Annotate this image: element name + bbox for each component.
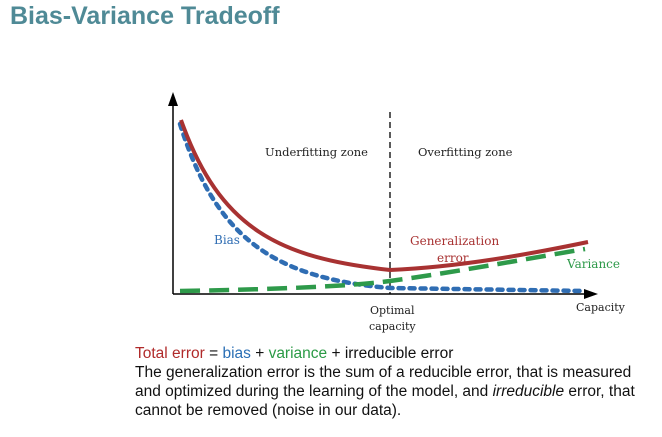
overfitting-zone-label: Overfitting zone	[418, 145, 513, 159]
optimal-label-line2: capacity	[369, 320, 416, 333]
variance-curve	[179, 246, 586, 294]
irreducible-word: irreducible	[492, 383, 565, 400]
variance-label: Variance	[566, 257, 620, 271]
slide-title: Bias-Variance Tradeoff	[10, 2, 280, 30]
formula-plus: +	[250, 345, 269, 362]
formula-eq: =	[204, 345, 223, 362]
explanation-end: error, that cannot be removed (noise in …	[135, 383, 635, 419]
underfitting-zone-label: Underfitting zone	[265, 145, 368, 159]
generalization-label-line1: Generalization	[410, 234, 499, 248]
bias-label: Bias	[214, 233, 240, 247]
generalization-error-curve	[179, 119, 589, 273]
formula-variance: variance	[268, 345, 328, 362]
formula-total: Total error	[135, 345, 205, 362]
generalization-label-line2: error	[437, 251, 469, 265]
error-formula: Total error = bias + variance + irreduci…	[135, 344, 655, 363]
explanation-text: The generalization error is the sum of a…	[135, 364, 632, 400]
caption: Total error = bias + variance + irreduci…	[135, 344, 655, 420]
x-axis-label: Capacity	[576, 301, 626, 314]
y-axis-arrow	[168, 92, 178, 106]
formula-rest: + irreducible error	[327, 345, 454, 362]
bias-variance-diagram: Underfitting zone Overfitting zone Bias …	[168, 92, 626, 333]
formula-bias: bias	[222, 345, 251, 362]
caption-explanation: The generalization error is the sum of a…	[135, 363, 655, 420]
optimal-label-line1: Optimal	[370, 304, 415, 317]
x-axis-arrow	[584, 289, 598, 299]
bias-curve	[177, 121, 588, 294]
